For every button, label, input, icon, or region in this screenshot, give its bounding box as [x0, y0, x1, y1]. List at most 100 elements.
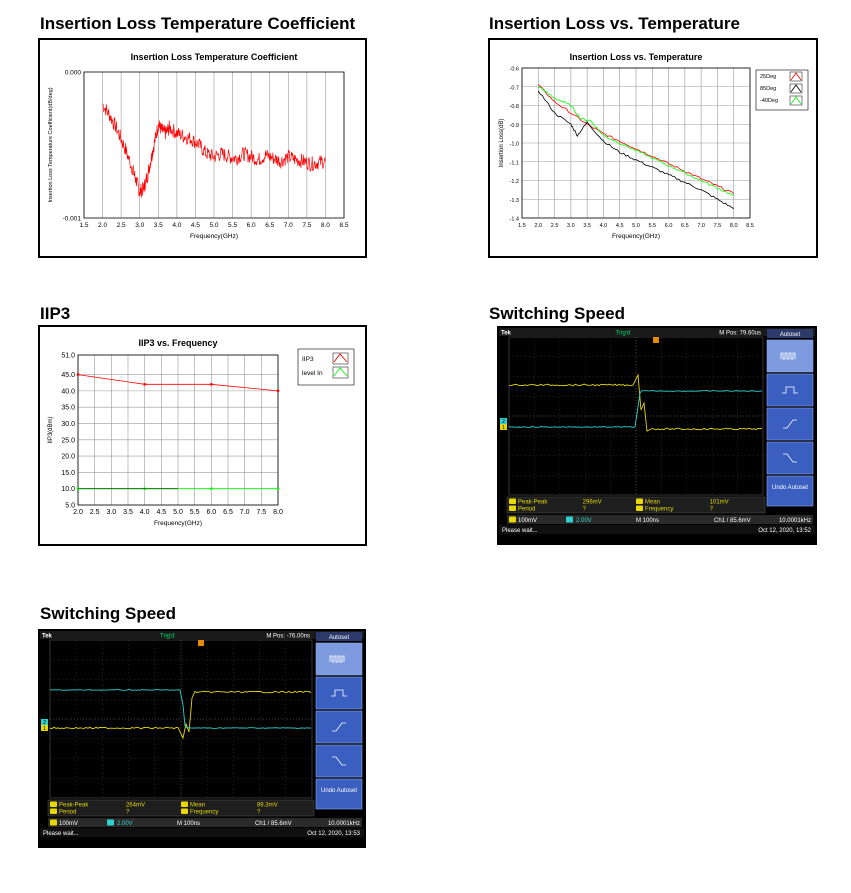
scope-measure-ch-badge [636, 505, 643, 511]
section-title-iip3: IIP3 [40, 304, 71, 323]
x-tick-label: 6.0 [665, 223, 673, 229]
x-tick-label: 2.5 [90, 509, 100, 516]
x-tick-label: 8.0 [321, 222, 330, 229]
scope-menu-button-1[interactable] [315, 676, 363, 710]
x-tick-label: 4.0 [172, 222, 181, 229]
scope-frequency: 10.0001kHz [779, 518, 811, 524]
scope-menu-title-bg [316, 632, 362, 641]
x-axis-label: Frequency(GHz) [190, 233, 238, 240]
data-point-1 [276, 487, 280, 490]
y-tick-label: 30.0 [61, 421, 75, 428]
scope-measure-label: Mean [645, 500, 660, 506]
data-point-1 [210, 487, 213, 490]
section-title-switching-speed-2: Switching Speed [40, 604, 177, 623]
scope-status-bar [499, 525, 815, 534]
scope-ch2-marker-label: 2 [502, 419, 505, 425]
x-tick-label: 4.5 [191, 222, 200, 229]
scope-menu-button-2[interactable] [315, 710, 363, 744]
chart-iip3-frame: IIP3 vs. Frequency 2.0 2.5 3.0 3.5 4.0 4.5 5.0 5… [38, 325, 367, 546]
scope-ch2-badge [566, 516, 573, 523]
legend: 25Deg 85Deg -40Deg [755, 69, 809, 111]
scope-trace-ch2 [508, 390, 763, 428]
scope-menu-button-3[interactable] [766, 441, 814, 475]
scope-menu-button-bg [315, 642, 363, 676]
scope-measure-label: Period [518, 507, 535, 513]
legend-swatch-box-2 [789, 95, 803, 106]
section-title-switching-speed-1: Switching Speed [489, 304, 626, 323]
scope-measure-value: 101mV [710, 500, 729, 506]
scope-m-pos: M Pos: -76.00ns [266, 634, 310, 640]
x-tick-label: 5.0 [209, 222, 218, 229]
scope-menu-button-1[interactable] [766, 373, 814, 407]
scope-menu-button-bg [766, 339, 814, 373]
scope-measure-label: Period [59, 810, 76, 816]
x-tick-label: 5.5 [190, 509, 200, 516]
y-tick-label: 35.0 [61, 405, 75, 412]
scope-menu-button-0[interactable] [315, 642, 363, 676]
scope-trigger-level: Ch1 / 85.6mV [255, 821, 292, 827]
y-tick-label: 20.0 [61, 454, 75, 461]
legend-label-2: -40Deg [760, 98, 778, 104]
x-tick-label: 8.0 [273, 509, 283, 516]
scope-undo-autoset-button[interactable]: Undo Autoset [315, 778, 363, 810]
scope-status-text: Please wait... [502, 528, 538, 534]
scope-ch2-scale: 2.00V [117, 821, 133, 827]
legend-label-1: 85Deg [760, 86, 776, 92]
x-tick-label: 4.0 [140, 509, 150, 516]
x-tick-label: 7.0 [284, 222, 293, 229]
chart-title: IIP3 vs. Frequency [138, 338, 217, 348]
scope-menu-button-2[interactable] [766, 407, 814, 441]
scope-menu-title: Autoset [329, 635, 350, 641]
y-axis-label: IIP3(dBm) [48, 416, 54, 443]
scope-menu-button-bg [315, 710, 363, 744]
scope-menu-title: Autoset [780, 332, 801, 338]
section-title-il-coefficient: Insertion Loss Temperature Coefficient [40, 14, 356, 33]
scope-1-screen: Tek Trig'd M Pos: 79.60us 21 Autoset Undo Aut… [499, 328, 815, 543]
y-tick-label: -1.3 [510, 198, 519, 204]
scope-undo-autoset-button[interactable]: Undo Autoset [766, 475, 814, 507]
series-line-0 [538, 84, 734, 194]
y-axis-label: Insertion Loss(dB) [499, 119, 505, 168]
scope-settings-bar [48, 818, 362, 827]
scope-measure-label: Peak-Peak [59, 803, 89, 809]
legend-swatch-box-0 [332, 352, 349, 365]
scope-measure-value: ? [710, 507, 714, 513]
falling-edge-icon [783, 453, 797, 463]
scope-trigger-marker [653, 337, 659, 343]
scope-ch1-marker-label: 1 [502, 425, 505, 431]
scope-ch2-badge [107, 819, 114, 826]
x-axis-label: Frequency(GHz) [154, 520, 202, 527]
y-tick-label: -0.9 [510, 123, 519, 129]
y-tick-label: -1.4 [510, 217, 519, 223]
x-tick-label: 3.0 [135, 222, 144, 229]
scope-undo-label: Undo Autoset [321, 788, 357, 794]
chart-il-temperature: Insertion Loss vs. Temperature 1.5 2.0 2.5 3… [499, 52, 809, 240]
y-tick-label: 40.0 [61, 388, 75, 395]
scope-menu-button-0[interactable] [766, 339, 814, 373]
scope-m-pos: M Pos: 79.60us [719, 331, 761, 337]
single-pulse-icon [331, 689, 347, 697]
scope-top-bar [40, 631, 364, 639]
plot-area [77, 354, 279, 506]
y-tick-label: 45.0 [61, 372, 75, 379]
scope-measure-value: ? [583, 507, 587, 513]
rising-edge-icon [332, 722, 346, 732]
series-line-2 [538, 87, 734, 196]
scope-settings-bar [507, 515, 813, 524]
section-title-il-temperature: Insertion Loss vs. Temperature [489, 14, 740, 33]
x-tick-label: 2.5 [117, 222, 126, 229]
legend-label-1: level In [302, 370, 323, 377]
scope-menu-button-bg [315, 676, 363, 710]
x-axis-label: Frequency(GHz) [612, 233, 660, 240]
x-tick-label: 6.0 [247, 222, 256, 229]
scope-measure-label: Frequency [190, 810, 218, 816]
scope-measure-ch-badge [50, 801, 57, 807]
y-tick-label: -0.8 [510, 104, 519, 110]
series-line-0 [77, 374, 279, 392]
data-point-0 [276, 389, 280, 393]
plot-area [83, 71, 345, 219]
scope-trace-ch1 [508, 373, 763, 432]
scope-brand: Tek [42, 634, 53, 640]
scope-menu-button-3[interactable] [315, 744, 363, 778]
legend-swatch-2 [790, 96, 802, 105]
